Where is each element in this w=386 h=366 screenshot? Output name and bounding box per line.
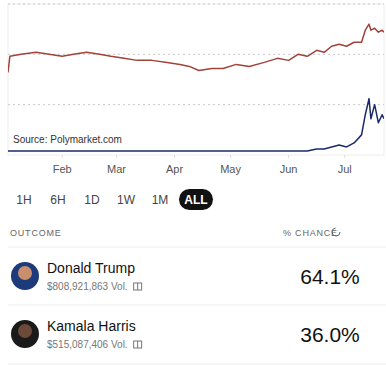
range-button-label[interactable]: 1W [117,193,136,207]
refresh-icon[interactable] [332,228,340,236]
outcome-row[interactable]: Donald Trump $808,921,863 Vol. 64.1% [11,260,360,292]
outcome-name: Donald Trump [47,260,135,276]
table-header: % CHANCE [283,228,338,238]
range-button[interactable]: 1M [152,193,169,207]
outcome-chance: 36.0% [300,323,360,346]
x-tick [62,155,63,158]
x-tick-label: Feb [53,163,72,175]
grid-line [8,4,384,5]
x-tick-label: Jul [338,163,352,175]
range-button-label[interactable]: 1H [16,193,31,207]
page: Feb Mar Apr May Jun Jul Source: Polymarket.com… [0,0,386,366]
series-line [8,24,384,72]
x-tick [116,155,117,158]
gift-icon [134,283,142,290]
plot-frame [8,4,384,155]
range-button[interactable]: 1H [16,193,31,207]
range-button-bg[interactable] [179,189,213,210]
avatar-face [18,266,32,280]
range-button-label[interactable]: 1M [152,193,169,207]
gift-icon [137,283,138,290]
series-line [8,99,384,151]
outcome-name: Kamala Harris [47,318,136,334]
x-tick-label: May [220,163,241,175]
gift-icon [137,341,138,348]
range-button[interactable]: ALL [179,189,213,210]
source-bg [10,132,126,147]
source-label: Source: Polymarket.com [13,134,122,145]
row-separator [8,247,386,248]
range-button-label[interactable]: 1D [84,193,100,207]
grid-line [8,54,384,55]
x-tick [288,155,289,158]
range-button[interactable]: 6H [50,193,65,207]
outcome-chance: 64.1% [300,265,360,288]
range-button-label[interactable]: ALL [184,193,207,207]
x-tick [230,155,231,158]
x-tick-label: Jun [280,163,298,175]
source-box: Source: Polymarket.com [10,132,126,147]
avatar [11,262,39,290]
range-button[interactable]: 1W [117,193,136,207]
range-button[interactable]: 1D [84,193,100,207]
outcome-volume: $808,921,863 Vol. [47,281,128,292]
plot-lines [8,24,384,151]
x-tick-label: Apr [166,163,183,175]
outcome-volume: $515,087,406 Vol. [47,339,128,350]
x-tick-label: Mar [107,163,126,175]
x-tick [344,155,345,158]
table-header: OUTCOME [10,228,62,238]
x-tick [174,155,175,158]
row-separator [8,305,386,306]
gift-icon [134,341,142,348]
avatar [11,320,39,348]
outcome-row[interactable]: Kamala Harris $515,087,406 Vol. 36.0% [11,318,360,350]
grid-line [8,104,384,105]
range-button-label[interactable]: 6H [50,193,65,207]
row-separator [8,364,386,365]
avatar-face [18,324,32,338]
